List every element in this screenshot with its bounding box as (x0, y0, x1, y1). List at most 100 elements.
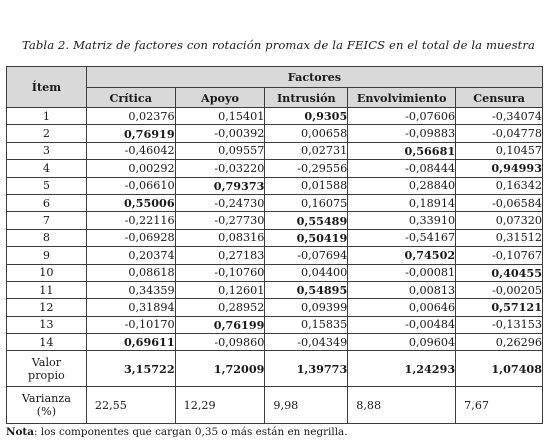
loading-cell: 0,54895 (264, 280, 349, 300)
item-number-cell: 4 (6, 159, 87, 178)
factor-matrix-table: Ítem Factores Crítica Apoyo Intrusión En… (6, 66, 544, 425)
varianza-cell: 8,88 (347, 386, 457, 425)
col-header-apoyo: Apoyo (174, 87, 266, 108)
loading-cell: -0,29556 (264, 159, 349, 178)
varianza-label: Varianza (%) (6, 386, 87, 425)
loading-cell: -0,08444 (347, 159, 457, 178)
loading-cell: 0,08316 (174, 228, 266, 248)
loading-cell: 0,02731 (264, 141, 349, 161)
item-number-cell: 6 (6, 193, 87, 213)
table-note: Nota: los componentes que cargan 0,35 o … (6, 426, 348, 438)
table-row: 14 0,69611 -0,09860 -0,04349 0,09604 0,26296 (6, 333, 543, 352)
factors-group-header: Factores (85, 66, 544, 88)
item-number-cell: 9 (6, 246, 87, 265)
valor-propio-cell: 1,39773 (264, 350, 349, 388)
loading-cell: 0,31894 (85, 298, 176, 317)
item-number-cell: 7 (6, 211, 87, 230)
loading-cell: 0,31512 (455, 228, 543, 248)
valor-propio-label: Valor propio (6, 350, 87, 388)
loading-cell: 0,10457 (455, 141, 543, 161)
loading-cell: 0,02376 (85, 106, 176, 126)
loading-cell: 0,27183 (174, 246, 266, 265)
loading-cell: -0,03220 (174, 159, 266, 178)
loading-cell: -0,04778 (455, 124, 543, 143)
item-header: Ítem (6, 66, 87, 108)
item-number-cell: 3 (6, 141, 87, 161)
loading-cell: 0,09604 (347, 333, 457, 352)
table-body: 1 0,02376 0,15401 0,9305 -0,07606 -0,34074 2 0,… (6, 106, 543, 425)
item-number-cell: 10 (6, 263, 87, 282)
loading-cell: 0,15401 (174, 106, 266, 126)
loading-cell: -0,06928 (85, 228, 176, 248)
loading-cell: 0,07320 (455, 211, 543, 230)
loading-cell: -0,04349 (264, 333, 349, 352)
loading-cell: 0,00292 (85, 159, 176, 178)
item-number-cell: 8 (6, 228, 87, 248)
valor-propio-cell: 1,24293 (347, 350, 457, 388)
loading-cell: -0,00205 (455, 280, 543, 300)
table-row: 11 0,34359 0,12601 0,54895 0,00813 -0,00205 (6, 280, 543, 300)
loading-cell: 0,01588 (264, 176, 349, 195)
loading-cell: 0,16075 (264, 193, 349, 213)
loading-cell: 0,57121 (455, 298, 543, 317)
loading-cell: -0,22116 (85, 211, 176, 230)
valor-propio-row: Valor propio 3,15722 1,72009 1,39773 1,24… (6, 350, 543, 388)
loading-cell: 0,74502 (347, 246, 457, 265)
loading-cell: 0,12601 (174, 280, 266, 300)
loading-cell: 0,55006 (85, 193, 176, 213)
table-row: 1 0,02376 0,15401 0,9305 -0,07606 -0,34074 (6, 106, 543, 126)
loading-cell: 0,76199 (174, 315, 266, 335)
valor-propio-cell: 3,15722 (85, 350, 176, 388)
loading-cell: -0,06584 (455, 193, 543, 213)
item-number-cell: 12 (6, 298, 87, 317)
loading-cell: -0,09883 (347, 124, 457, 143)
col-header-censura: Censura (455, 87, 543, 108)
loading-cell: 0,16342 (455, 176, 543, 195)
loading-cell: -0,00392 (174, 124, 266, 143)
col-header-envolvimiento: Envolvimiento (347, 87, 457, 108)
loading-cell: -0,00081 (347, 263, 457, 282)
loading-cell: 0,28840 (347, 176, 457, 195)
loading-cell: 0,00813 (347, 280, 457, 300)
col-header-critica: Crítica (85, 87, 176, 108)
varianza-cell: 22,55 (85, 386, 176, 425)
loading-cell: 0,9305 (264, 106, 349, 126)
table-row: 4 0,00292 -0,03220 -0,29556 -0,08444 0,94993 (6, 159, 543, 178)
loading-cell: 0,04400 (264, 263, 349, 282)
varianza-cell: 9,98 (264, 386, 349, 425)
loading-cell: 0,08618 (85, 263, 176, 282)
item-number-cell: 5 (6, 176, 87, 195)
table-row: 2 0,76919 -0,00392 0,00658 -0,09883 -0,04778 (6, 124, 543, 143)
loading-cell: -0,09860 (174, 333, 266, 352)
loading-cell: 0,00646 (347, 298, 457, 317)
loading-cell: -0,07606 (347, 106, 457, 126)
loading-cell: 0,15835 (264, 315, 349, 335)
valor-propio-cell: 1,07408 (455, 350, 543, 388)
loading-cell: 0,28952 (174, 298, 266, 317)
table-row: 13 -0,10170 0,76199 0,15835 -0,00484 -0,13153 (6, 315, 543, 335)
loading-cell: 0,94993 (455, 159, 543, 178)
loading-cell: -0,10170 (85, 315, 176, 335)
loading-cell: -0,07694 (264, 246, 349, 265)
loading-cell: -0,46042 (85, 141, 176, 161)
loading-cell: -0,24730 (174, 193, 266, 213)
loading-cell: 0,40455 (455, 263, 543, 282)
varianza-row: Varianza (%) 22,55 12,29 9,98 8,88 7,67 (6, 386, 543, 425)
valor-propio-cell: 1,72009 (174, 350, 266, 388)
table-caption: Tabla 2. Matriz de factores con rotación… (21, 38, 536, 52)
loading-cell: -0,27730 (174, 211, 266, 230)
loading-cell: 0,09399 (264, 298, 349, 317)
item-number-cell: 13 (6, 315, 87, 335)
table-row: 8 -0,06928 0,08316 0,50419 -0,54167 0,31512 (6, 228, 543, 248)
loading-cell: -0,00484 (347, 315, 457, 335)
loading-cell: -0,06610 (85, 176, 176, 195)
item-number-cell: 11 (6, 280, 87, 300)
loading-cell: 0,56681 (347, 141, 457, 161)
loading-cell: -0,10760 (174, 263, 266, 282)
loading-cell: 0,76919 (85, 124, 176, 143)
loading-cell: 0,33910 (347, 211, 457, 230)
table-row: 9 0,20374 0,27183 -0,07694 0,74502 -0,10767 (6, 246, 543, 265)
loading-cell: -0,13153 (455, 315, 543, 335)
table-row: 3 -0,46042 0,09557 0,02731 0,56681 0,10457 (6, 141, 543, 161)
loading-cell: 0,00658 (264, 124, 349, 143)
